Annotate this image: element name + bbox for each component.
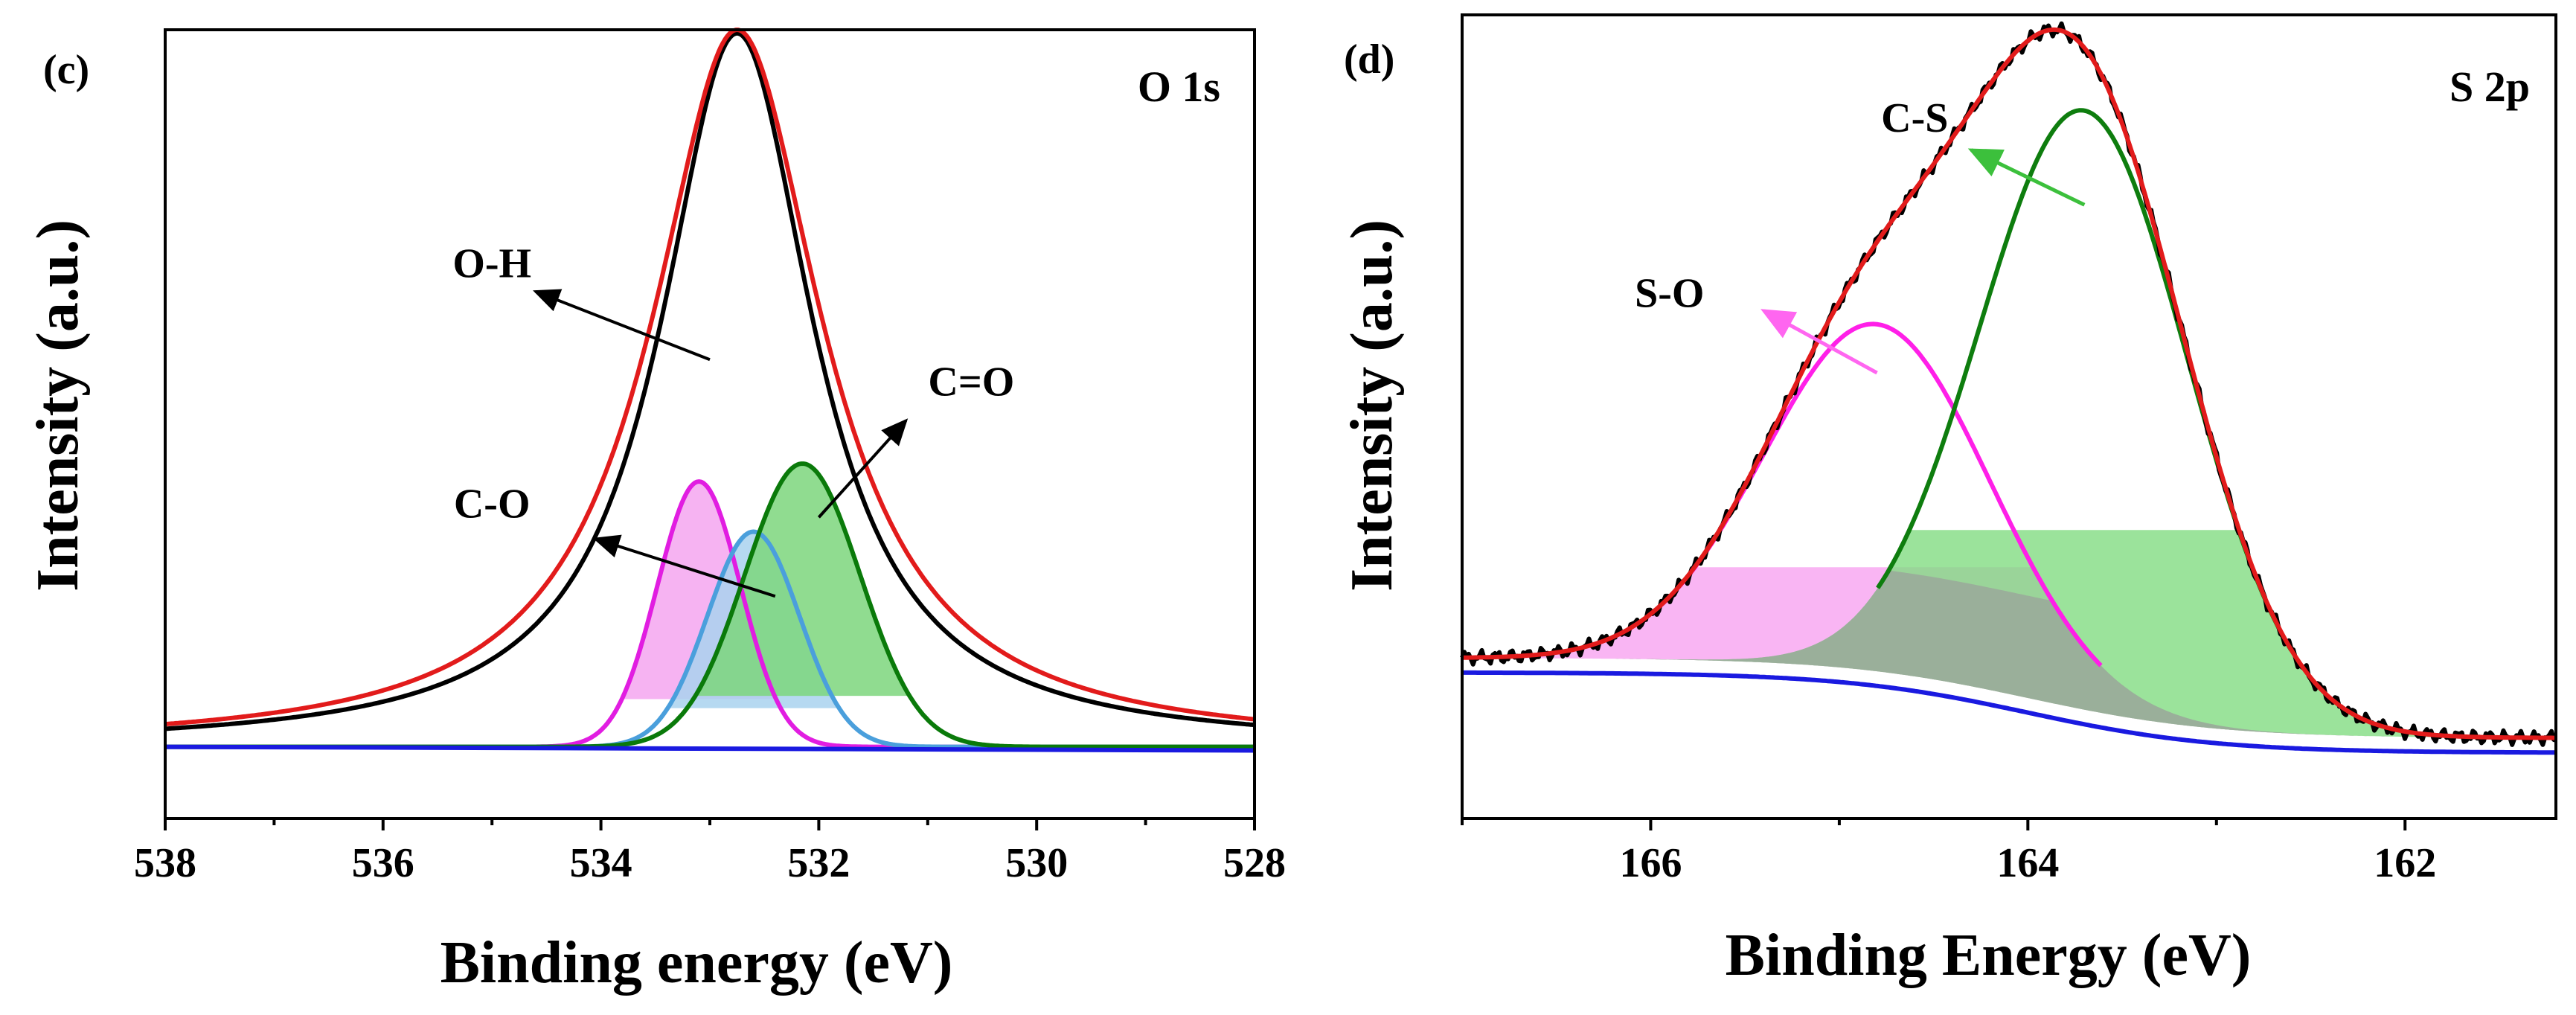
panel-c-y-axis-title: Intensity (a.u.) <box>25 220 91 592</box>
raw-data-curve <box>164 31 1255 731</box>
x-tick-label: 166 <box>1619 840 1682 886</box>
peak-overlap-fill <box>1462 570 2556 738</box>
x-tick-label: 528 <box>1223 840 1286 886</box>
x-tick-label: 530 <box>1005 840 1068 886</box>
panel-d-label: (d) <box>1344 36 1394 83</box>
panel-d-plot-area: C-S S-O <box>1460 21 2557 755</box>
panel-d-corner-label: S 2p <box>2450 63 2530 111</box>
envelope-fit-curve <box>1461 27 2557 740</box>
panel-d-y-axis-title: Intensity (a.u.) <box>1339 220 1405 592</box>
background-line <box>164 744 1255 753</box>
annotation-arrow <box>817 418 909 519</box>
x-tick-label: 538 <box>134 840 196 886</box>
panel-d-x-axis-title: Binding Energy (eV) <box>1726 923 2252 988</box>
annotation-label: C-O <box>454 481 531 527</box>
annotation-label: C=O <box>928 359 1014 405</box>
x-tick-label: 532 <box>787 840 850 886</box>
background-line <box>1461 670 2557 755</box>
x-tick-label: 534 <box>570 840 632 886</box>
annotation-label: O-H <box>452 240 531 286</box>
x-tick-label: 162 <box>2374 840 2436 886</box>
annotation-arrow <box>533 289 711 362</box>
annotation-arrow <box>1760 309 1878 375</box>
annotation-arrow <box>1967 148 2086 207</box>
annotation-arrow <box>592 534 776 598</box>
annotation-label: C-S <box>1881 95 1948 141</box>
panel-c-plot-area: O-H C-O C=O <box>164 28 1255 753</box>
panel-c-x-ticks: 538 536 534 532 530 528 <box>134 819 1286 886</box>
envelope-fit-curve <box>164 28 1255 727</box>
x-tick-label: 536 <box>352 840 414 886</box>
panel-c-label: (c) <box>43 47 89 93</box>
annotation-label: S-O <box>1635 271 1704 317</box>
panel-d-s2p: (d) S 2p Binding Energy (eV) Intensity (… <box>1339 13 2557 988</box>
panel-d-frame <box>1461 13 2557 820</box>
panel-c-x-axis-title: Binding energy (eV) <box>440 930 953 996</box>
panel-c-o1s: (c) O 1s Binding energy (eV) Intensity (… <box>25 28 1286 996</box>
panel-d-x-ticks: 166 164 162 <box>1461 819 2436 886</box>
x-tick-label: 164 <box>1996 840 2059 886</box>
peak-fill-co <box>696 464 909 697</box>
panel-c-corner-label: O 1s <box>1138 63 1220 111</box>
